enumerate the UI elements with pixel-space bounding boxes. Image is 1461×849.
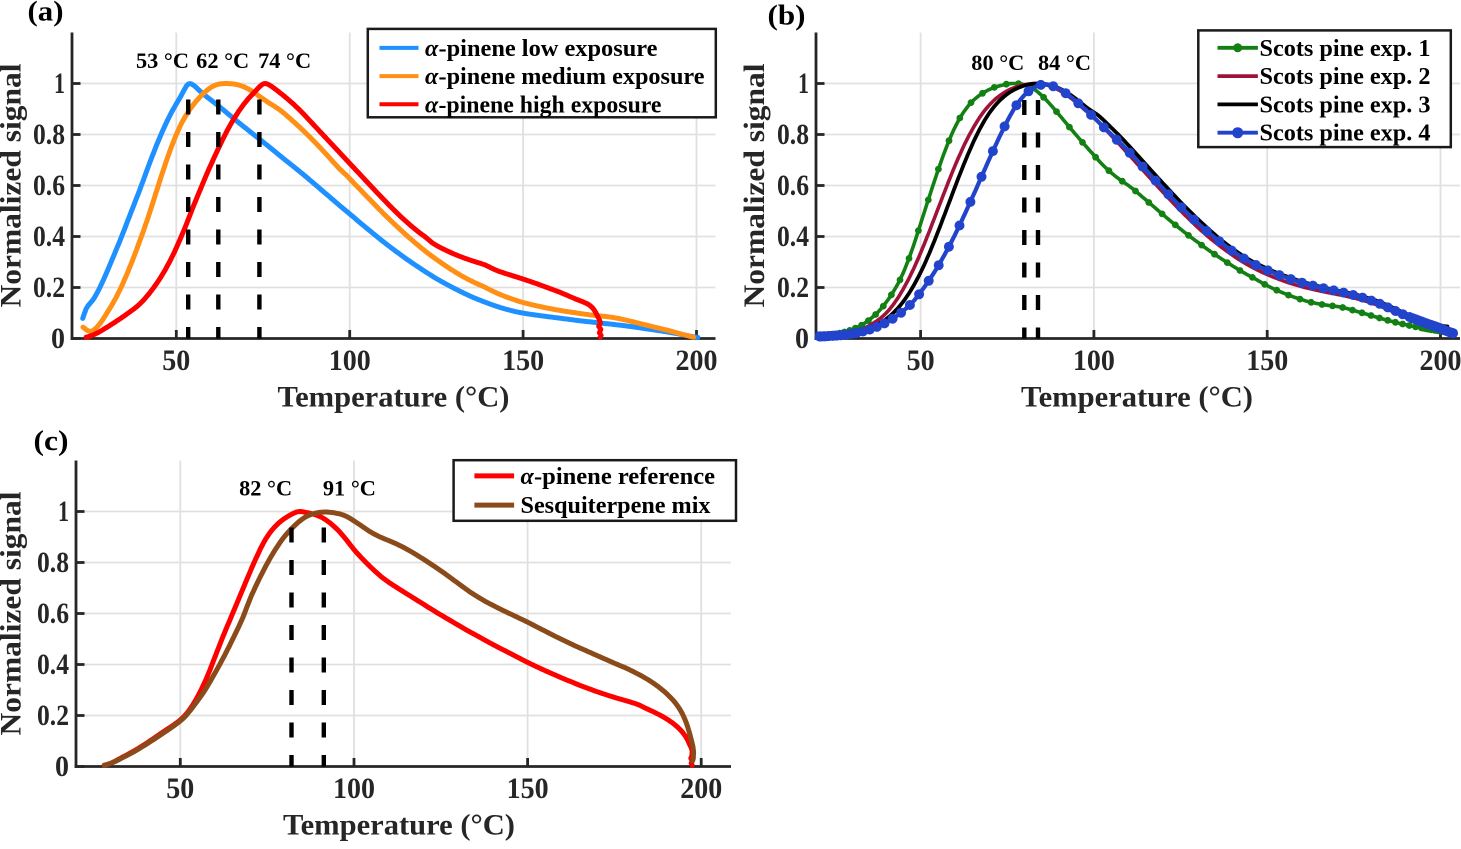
svg-text:0.6: 0.6 [777,169,809,202]
svg-text:0.4: 0.4 [37,648,69,681]
svg-text:Normalized signal: Normalized signal [0,64,28,308]
svg-text:Normalized signal: Normalized signal [0,492,28,736]
svg-text:0.6: 0.6 [37,597,69,630]
svg-text:0.8: 0.8 [37,546,69,579]
svg-text:150: 150 [502,344,544,377]
svg-text:50: 50 [162,344,190,377]
svg-text:1: 1 [54,67,65,100]
svg-text:84 °C: 84 °C [1038,50,1091,75]
svg-text:0: 0 [51,322,65,355]
svg-text:Temperature (°C): Temperature (°C) [278,381,510,414]
svg-text:0: 0 [55,750,69,783]
svg-text:53 °C: 53 °C [136,48,189,73]
svg-text:α: α [425,92,439,118]
svg-text:α: α [425,64,439,90]
svg-text:82 °C: 82 °C [239,476,292,501]
svg-text:50: 50 [166,772,194,805]
svg-text:150: 150 [507,772,549,805]
svg-text:Scots pine exp. 4: Scots pine exp. 4 [1260,121,1431,147]
svg-text:(b): (b) [768,0,806,32]
svg-text:62 °C: 62 °C [196,48,249,73]
svg-text:(c): (c) [34,425,69,457]
svg-text:1: 1 [798,67,809,100]
svg-text:1: 1 [58,495,69,528]
svg-text:Scots pine exp. 2: Scots pine exp. 2 [1260,64,1431,90]
svg-text:-pinene high exposure: -pinene high exposure [439,92,662,118]
svg-text:0.8: 0.8 [777,118,809,151]
svg-text:-pinene medium exposure: -pinene medium exposure [439,64,705,90]
svg-text:-pinene reference: -pinene reference [534,464,715,490]
svg-text:0.8: 0.8 [33,118,65,151]
svg-text:Sesquiterpene mix: Sesquiterpene mix [521,493,711,519]
svg-text:200: 200 [676,344,718,377]
svg-text:Normalized signal: Normalized signal [738,64,771,308]
svg-text:0.4: 0.4 [777,220,809,253]
svg-text:0: 0 [795,322,809,355]
svg-text:200: 200 [680,772,722,805]
svg-text:0.2: 0.2 [37,699,69,732]
svg-text:α: α [425,36,439,62]
svg-text:91 °C: 91 °C [323,476,376,501]
svg-text:80 °C: 80 °C [971,50,1024,75]
svg-text:0.4: 0.4 [33,220,65,253]
svg-text:0.6: 0.6 [33,169,65,202]
svg-text:50: 50 [907,344,935,377]
svg-text:Temperature (°C): Temperature (°C) [1021,381,1253,414]
svg-text:150: 150 [1246,344,1288,377]
svg-text:α: α [521,464,535,490]
svg-text:100: 100 [333,772,375,805]
svg-text:200: 200 [1420,344,1461,377]
svg-text:74 °C: 74 °C [258,48,311,73]
svg-text:-pinene low exposure: -pinene low exposure [439,36,658,62]
svg-text:100: 100 [329,344,371,377]
svg-text:Temperature (°C): Temperature (°C) [283,809,515,842]
svg-text:(a): (a) [28,0,64,28]
svg-text:0.2: 0.2 [33,271,65,304]
svg-text:Scots pine exp. 1: Scots pine exp. 1 [1260,36,1431,62]
svg-text:0.2: 0.2 [777,271,809,304]
svg-text:Scots pine exp. 3: Scots pine exp. 3 [1260,92,1431,118]
svg-text:100: 100 [1073,344,1115,377]
